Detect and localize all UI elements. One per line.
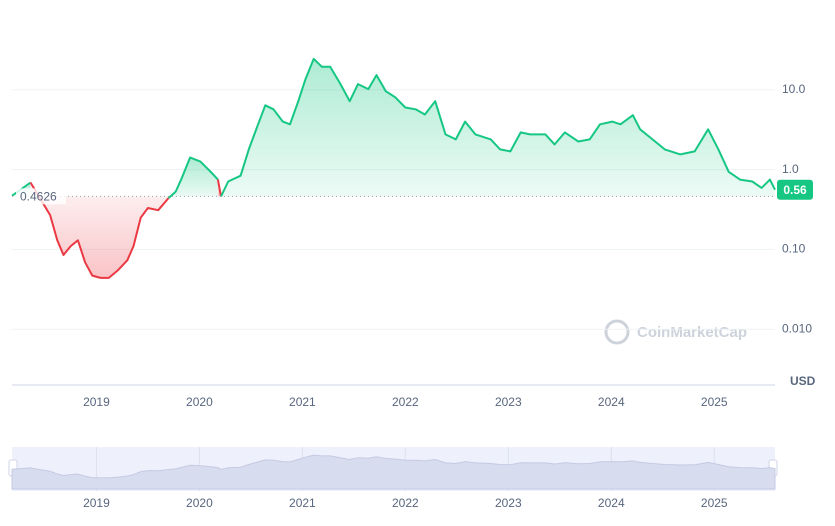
x-tick-label: 2020 xyxy=(186,395,213,409)
navigator-tick-label: 2020 xyxy=(186,496,213,510)
navigator-tick-label: 2024 xyxy=(598,496,625,510)
price-line xyxy=(220,57,776,197)
price-badge-label: 0.56 xyxy=(783,183,807,197)
baseline-label: 0.4626 xyxy=(20,189,57,203)
navigator-tick-label: 2021 xyxy=(289,496,316,510)
watermark: CoinMarketCap xyxy=(604,319,747,345)
y-tick-label: 0.10 xyxy=(782,242,806,256)
price-area xyxy=(221,58,775,197)
navigator-area xyxy=(11,454,776,490)
price-line xyxy=(216,179,222,197)
currency-label: USD xyxy=(790,374,816,388)
y-tick-label: 0.010 xyxy=(782,321,812,335)
x-tick-label: 2022 xyxy=(392,395,419,409)
price-badge xyxy=(777,179,813,200)
navigator-tick-label: 2022 xyxy=(392,496,419,510)
price-area xyxy=(217,179,222,197)
x-tick-label: 2024 xyxy=(598,395,625,409)
navigator-tick-label: 2023 xyxy=(495,496,522,510)
y-tick-label: 1.0 xyxy=(782,162,799,176)
y-tick-label: 10.0 xyxy=(782,82,806,96)
watermark-logo xyxy=(604,319,630,345)
x-tick-label: 2019 xyxy=(83,395,110,409)
x-tick-label: 2021 xyxy=(289,395,316,409)
price-line xyxy=(167,156,219,199)
baseline-label-bg xyxy=(16,188,66,205)
navigator-tick-label: 2019 xyxy=(83,496,110,510)
x-tick-label: 2025 xyxy=(701,395,728,409)
x-tick-label: 2023 xyxy=(495,395,522,409)
price-area xyxy=(30,182,169,278)
watermark-text: CoinMarketCap xyxy=(637,324,747,341)
price-line xyxy=(29,181,170,279)
navigator-tick-label: 2025 xyxy=(701,496,728,510)
